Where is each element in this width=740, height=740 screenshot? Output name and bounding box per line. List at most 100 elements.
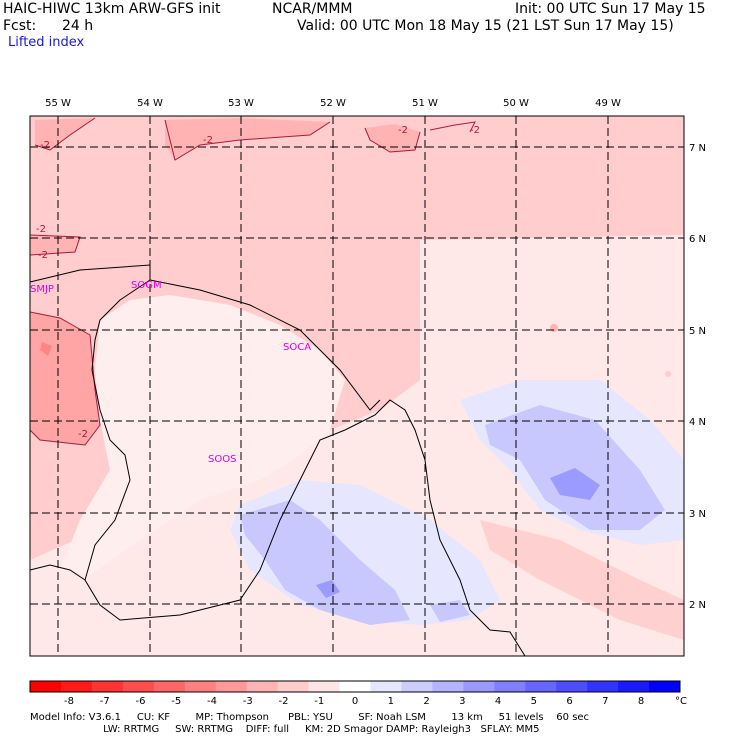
- colorbar-tick-label: -7: [100, 696, 110, 707]
- colorbar-tick-label: -4: [207, 696, 217, 707]
- colorbar-swatch: [525, 681, 557, 692]
- border-line-1: [29, 264, 526, 657]
- colorbar-tick-label: 5: [531, 696, 537, 707]
- lat-label: 2 N: [689, 600, 706, 611]
- colorbar-swatch: [277, 681, 310, 692]
- colorbar-swatch: [122, 681, 155, 692]
- lat-label: 4 N: [689, 417, 706, 428]
- lat-label: 7 N: [689, 143, 706, 154]
- lat-label: 6 N: [689, 234, 706, 245]
- fcst-value: 24 h: [62, 18, 94, 34]
- station-label-sogm: SOGM: [131, 280, 162, 291]
- contour-label: -2: [38, 250, 48, 261]
- colorbar-swatch: [432, 681, 464, 692]
- colorbar-tick-label: 0: [352, 696, 358, 707]
- station-label-soca: SOCA: [283, 342, 311, 353]
- station-labels: SMJP SOGM SOCA SOOS: [30, 280, 311, 465]
- colorbar-tick-label: 1: [388, 696, 394, 707]
- colorbar-swatch: [556, 681, 588, 692]
- colorbar-tick-label: 2: [423, 696, 429, 707]
- lon-label: 55 W: [45, 98, 71, 109]
- region-mid-west-lat6: [30, 235, 80, 255]
- colorbar-swatch: [463, 681, 495, 692]
- colorbar-tick-label: -5: [171, 696, 181, 707]
- fcst-label: Fcst:: [3, 18, 37, 34]
- region-neg-mid-south: [240, 500, 410, 625]
- map-frame: [29, 115, 685, 657]
- region-mid-northwest: [35, 118, 95, 150]
- colorbar-unit: °C: [675, 696, 687, 707]
- region-strongest-spot: [40, 342, 52, 356]
- colorbar-ticks: -8 -7 -6 -5 -4 -3 -2 -1 0 1 2 3 4 5 6 7 8 °C: [64, 696, 687, 707]
- spot-pink: [550, 324, 558, 332]
- colorbar-swatch: [649, 681, 681, 692]
- contour-label-group: -2 -2 -2 -2 -2 -2 -2: [36, 125, 480, 440]
- region-pink-southeast: [480, 520, 684, 640]
- station-label-smjp: SMJP: [30, 284, 54, 295]
- contour-north-center: [364, 127, 421, 153]
- contour-label: -2: [36, 224, 46, 235]
- contour-label: -2: [78, 429, 88, 440]
- lon-label: 52 W: [320, 98, 346, 109]
- contour-north: [164, 119, 331, 161]
- colorbar-swatch: [308, 681, 341, 692]
- field-name: Lifted index: [8, 35, 85, 50]
- graticule: [30, 116, 684, 656]
- colorbar-tick-label: 8: [638, 696, 644, 707]
- region-neg-strong-east: [550, 468, 600, 500]
- colorbar-tick-label: -1: [314, 696, 324, 707]
- lifted-index-field: [30, 116, 684, 656]
- border-line-2: [29, 564, 86, 581]
- lon-label: 50 W: [503, 98, 529, 109]
- region-neg-small: [430, 600, 470, 622]
- model-title: HAIC-HIWC 13km ARW-GFS init: [3, 1, 221, 17]
- spot-pink-2: [665, 371, 671, 377]
- region-neg-mid-east: [485, 405, 665, 530]
- colorbar-tick-label: -6: [136, 696, 146, 707]
- colorbar: [29, 680, 681, 693]
- colorbar-tick-label: 7: [602, 696, 608, 707]
- lon-label: 54 W: [137, 98, 163, 109]
- lon-label: 49 W: [595, 98, 621, 109]
- lat-label: 3 N: [689, 509, 706, 520]
- colorbar-swatch: [401, 681, 433, 692]
- contour-west: [30, 311, 101, 446]
- colorbar-swatch: [494, 681, 526, 692]
- model-info-line1: Model Info: V3.6.1 CU: KF MP: Thompson P…: [30, 712, 590, 723]
- init-time: Init: 00 UTC Sun 17 May 15: [515, 1, 706, 17]
- contour-label: -2: [40, 140, 50, 151]
- colorbar-tick-label: 3: [459, 696, 465, 707]
- station-label-soos: SOOS: [208, 454, 236, 465]
- colorbar-swatch: [153, 681, 186, 692]
- colorbar-tick-label: -2: [279, 696, 289, 707]
- lon-label: 53 W: [228, 98, 254, 109]
- org-label: NCAR/MMM: [272, 1, 353, 17]
- region-neg-strong-south: [316, 580, 340, 598]
- contour-label: -2: [470, 125, 480, 136]
- colorbar-swatch: [587, 681, 619, 692]
- colorbar-tick-label: 4: [495, 696, 501, 707]
- colorbar-swatch: [60, 681, 93, 692]
- lat-labels: 7 N 6 N 5 N 4 N 3 N 2 N: [689, 143, 706, 611]
- lon-label: 51 W: [412, 98, 438, 109]
- valid-time: Valid: 00 UTC Mon 18 May 15 (21 LST Sun …: [297, 18, 674, 34]
- model-info-line2: LW: RRTMG SW: RRTMG DIFF: full KM: 2D Sm…: [30, 724, 540, 735]
- colorbar-swatch: [339, 681, 371, 692]
- colorbar-swatch: [30, 681, 62, 692]
- contour-northeast: [429, 121, 476, 133]
- colorbar-frame: [29, 680, 681, 693]
- colorbar-swatch: [91, 681, 124, 692]
- colorbar-swatch: [184, 681, 217, 692]
- colorbar-tick-label: -8: [64, 696, 74, 707]
- lat-label: 5 N: [689, 326, 706, 337]
- colorbar-swatch: [215, 681, 248, 692]
- colorbar-swatch: [370, 681, 402, 692]
- contour-label: -2: [203, 135, 213, 146]
- lon-labels: 55 W 54 W 53 W 52 W 51 W 50 W 49 W: [45, 98, 621, 109]
- contour-label: -2: [398, 125, 408, 136]
- colorbar-swatch: [618, 681, 650, 692]
- region-light-interior: [60, 295, 345, 575]
- colorbar-swatch: [246, 681, 279, 692]
- colorbar-tick-label: 6: [566, 696, 572, 707]
